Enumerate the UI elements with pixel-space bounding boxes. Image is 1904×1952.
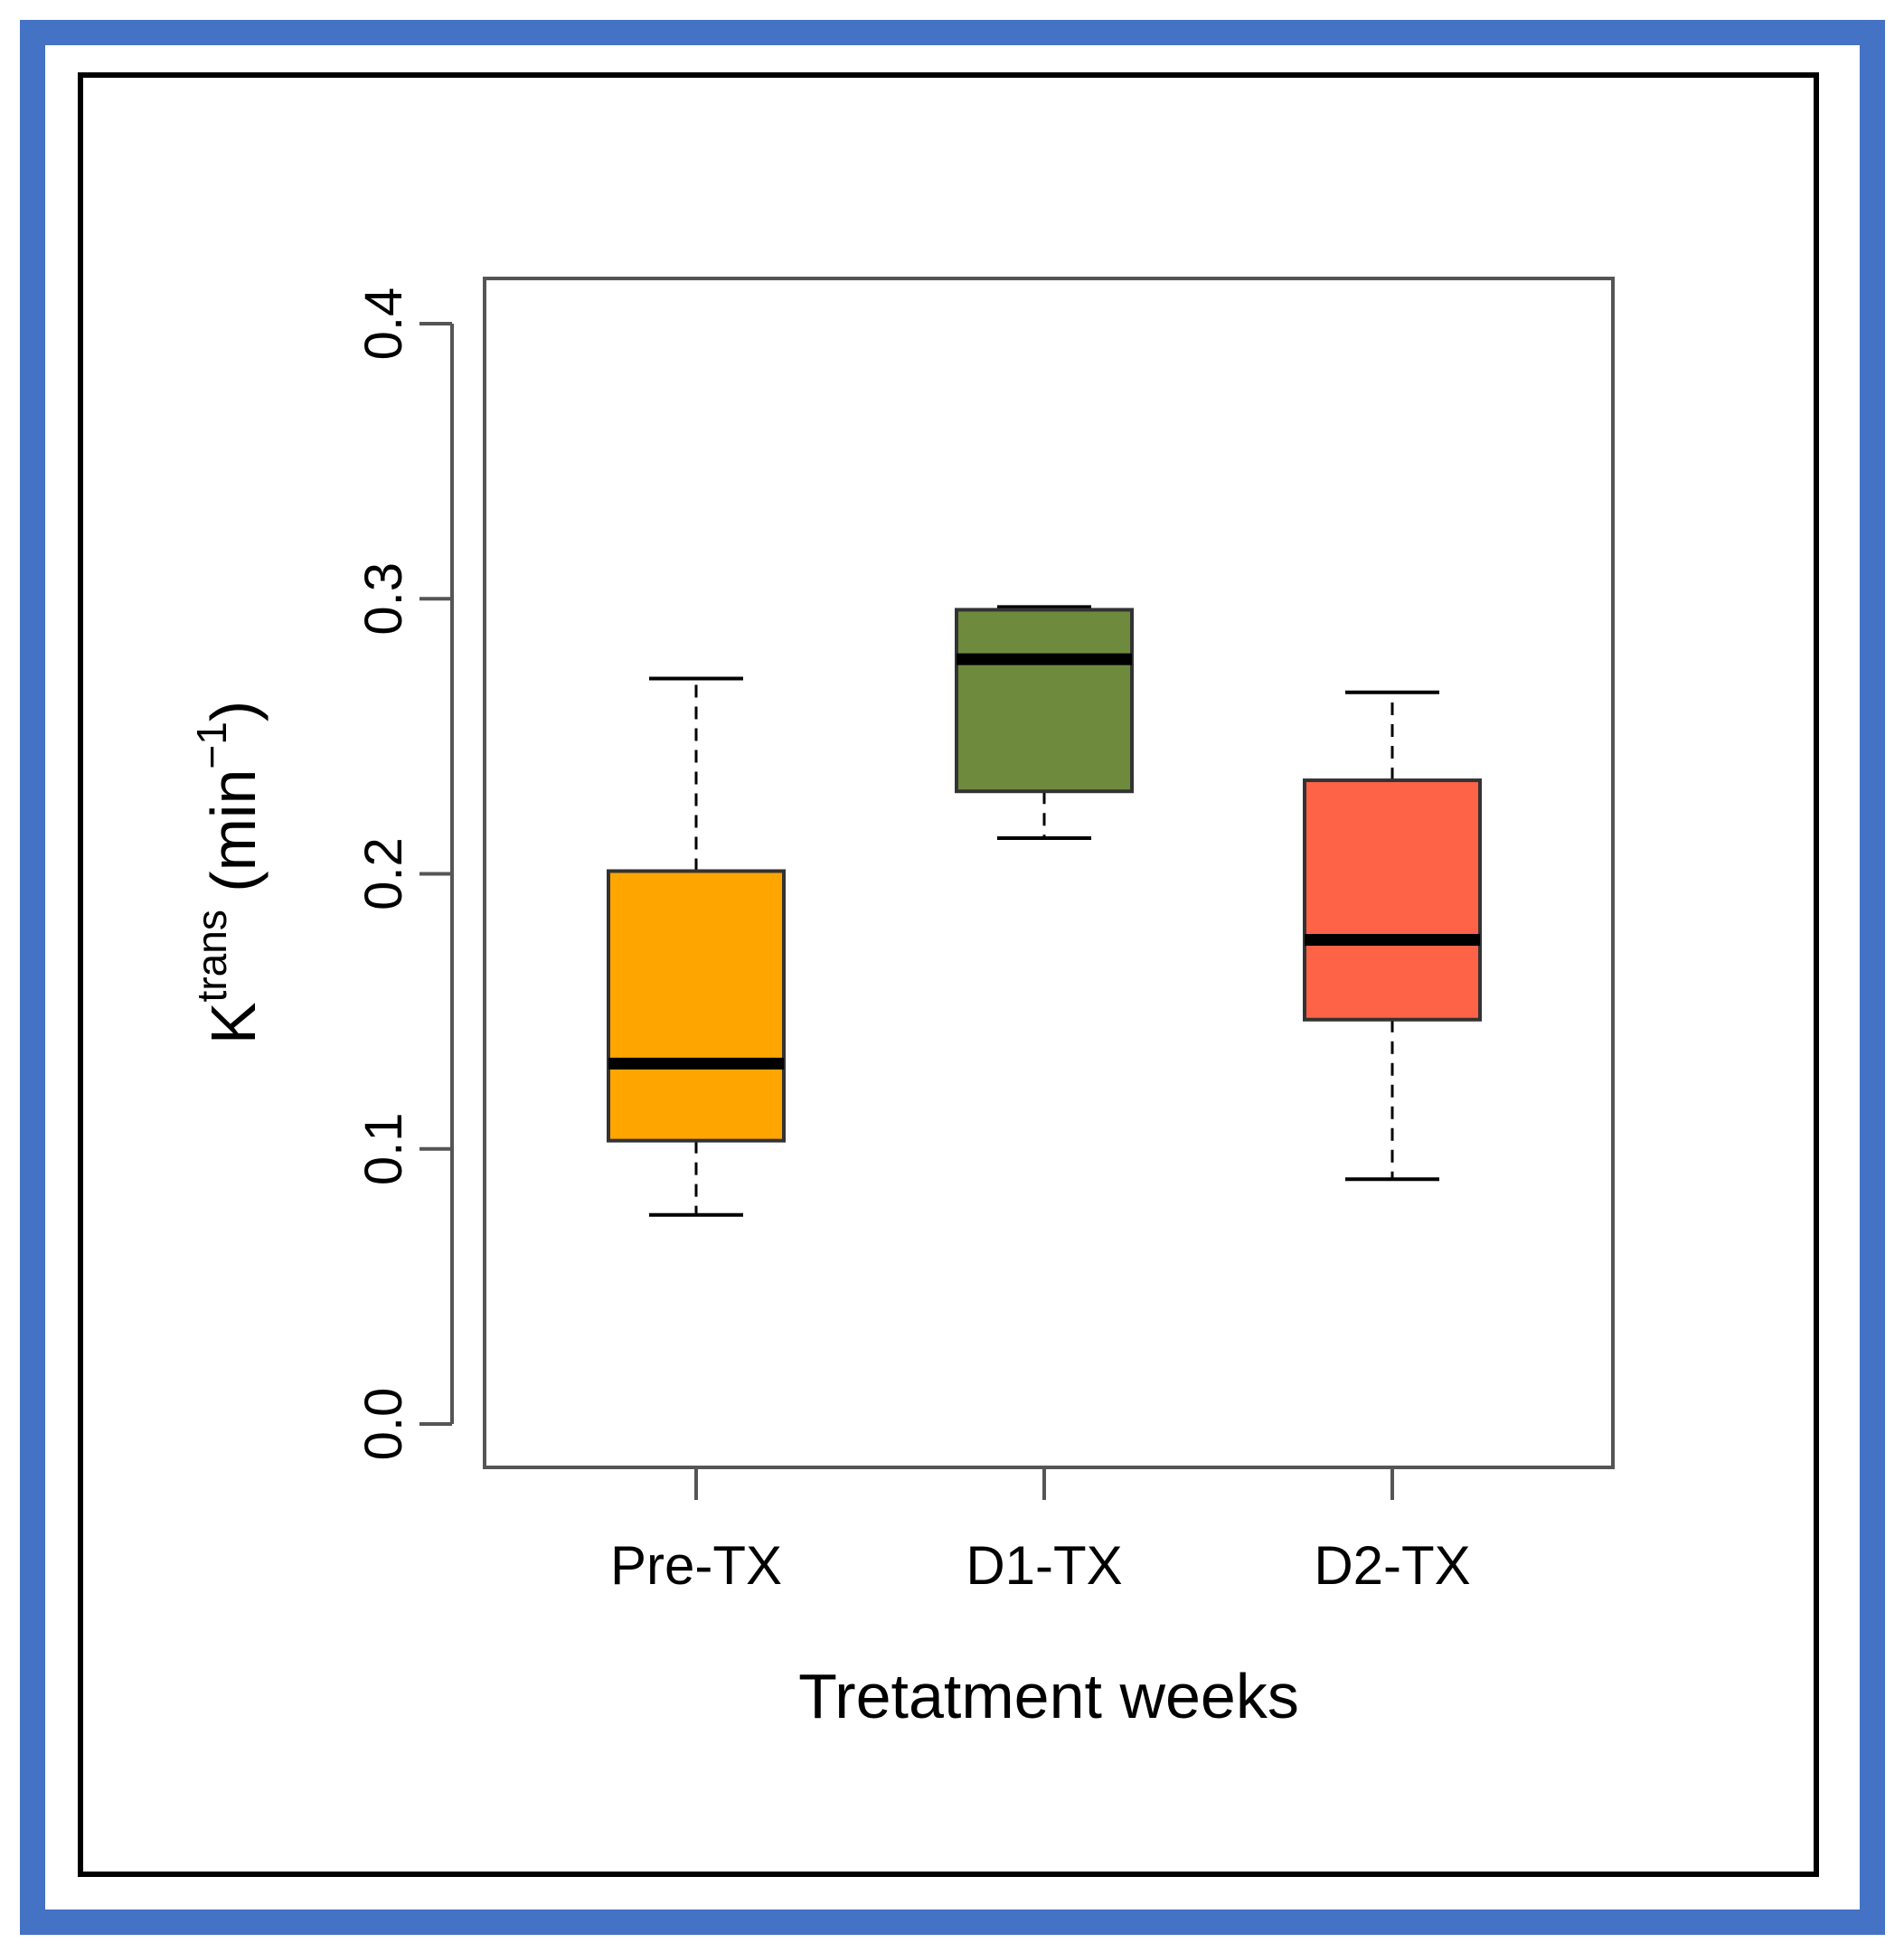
box-body [955, 608, 1134, 794]
y-axis-title-unit-open: (min [198, 769, 269, 910]
y-axis-title-superscript: trans [188, 910, 235, 1002]
outer-frame [20, 20, 1885, 1935]
box-body [1303, 778, 1482, 1022]
inner-frame [78, 72, 1819, 1877]
x-axis-title: Tretatment weeks [798, 1661, 1299, 1731]
box-d2-tx [1303, 690, 1482, 1182]
x-tick-label: D1-TX [966, 1535, 1122, 1596]
y-axis-title-unit-close: ) [198, 701, 269, 721]
box-body [607, 869, 786, 1143]
y-axis-title-unit-superscript: −1 [188, 721, 235, 769]
y-tick-label: 0.4 [354, 288, 413, 361]
y-tick-label: 0.2 [354, 837, 413, 910]
y-axis-title: Ktrans (min−1) [188, 701, 269, 1044]
x-axis: Pre-TX D1-TX D2-TX [610, 1467, 1471, 1596]
y-axis: 0.0 0.1 0.2 0.3 0.4 [354, 288, 454, 1461]
y-tick-label: 0.3 [354, 562, 413, 636]
x-tick-label: Pre-TX [610, 1535, 782, 1596]
boxes [607, 605, 1482, 1217]
y-axis-title-base: K [198, 1002, 269, 1044]
y-tick-label: 0.1 [354, 1112, 413, 1185]
plot-area [483, 277, 1615, 1469]
y-tick-label: 0.0 [354, 1388, 413, 1461]
box-pre-tx [607, 676, 786, 1217]
svg-text:Ktrans (min−1): Ktrans (min−1) [188, 701, 269, 1044]
x-tick-label: D2-TX [1314, 1535, 1470, 1596]
box-d1-tx [955, 605, 1134, 840]
